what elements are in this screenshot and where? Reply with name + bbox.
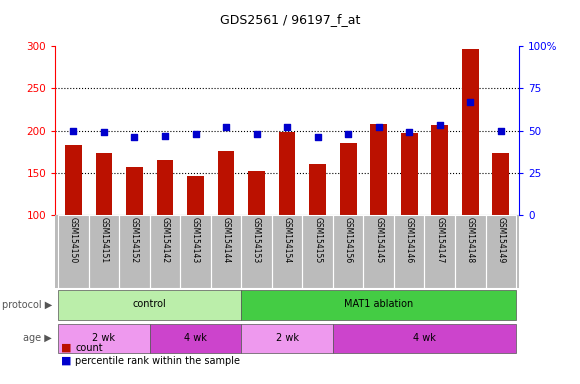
Text: GSM154150: GSM154150 [69, 217, 78, 263]
Bar [96, 153, 113, 215]
Point [466, 99, 475, 105]
Text: GSM154144: GSM154144 [222, 217, 230, 263]
Point [313, 134, 322, 141]
Bar [279, 132, 295, 215]
Point [222, 124, 231, 130]
Text: GSM154155: GSM154155 [313, 217, 322, 263]
Bar [370, 124, 387, 215]
Bar [58, 290, 241, 320]
Text: protocol ▶: protocol ▶ [2, 300, 52, 310]
Bar [218, 151, 234, 215]
Text: GDS2561 / 96197_f_at: GDS2561 / 96197_f_at [220, 13, 360, 26]
Text: control: control [133, 300, 166, 310]
Text: GSM154148: GSM154148 [466, 217, 475, 263]
Text: GSM154147: GSM154147 [435, 217, 444, 263]
Point [69, 127, 78, 134]
Text: MAT1 ablation: MAT1 ablation [344, 300, 414, 310]
Text: count: count [75, 343, 103, 353]
Text: age ▶: age ▶ [23, 333, 52, 344]
Bar [340, 143, 357, 215]
Bar [492, 153, 509, 215]
Bar [333, 324, 516, 353]
Bar [58, 324, 150, 353]
Bar [432, 125, 448, 215]
Bar [126, 167, 143, 215]
Text: GSM154143: GSM154143 [191, 217, 200, 263]
Text: GSM154152: GSM154152 [130, 217, 139, 263]
Bar [241, 324, 333, 353]
Point [99, 129, 108, 135]
Text: GSM154149: GSM154149 [496, 217, 505, 263]
Text: ■: ■ [61, 356, 71, 366]
Bar [65, 145, 82, 215]
Point [374, 124, 383, 130]
Text: GSM154154: GSM154154 [282, 217, 292, 263]
Text: GSM154156: GSM154156 [344, 217, 353, 263]
Point [252, 131, 261, 137]
Point [496, 127, 505, 134]
Point [191, 131, 200, 137]
Bar [309, 164, 326, 215]
Bar [187, 176, 204, 215]
Text: GSM154146: GSM154146 [405, 217, 414, 263]
Text: ■: ■ [61, 343, 71, 353]
Bar [401, 133, 418, 215]
Bar [248, 171, 265, 215]
Text: GSM154142: GSM154142 [161, 217, 169, 263]
Text: 4 wk: 4 wk [413, 333, 436, 343]
Point [282, 124, 292, 130]
Bar [150, 324, 241, 353]
Text: percentile rank within the sample: percentile rank within the sample [75, 356, 240, 366]
Text: GSM154151: GSM154151 [99, 217, 108, 263]
Point [160, 132, 169, 139]
Text: GSM154153: GSM154153 [252, 217, 261, 263]
Point [343, 131, 353, 137]
Text: 2 wk: 2 wk [276, 333, 299, 343]
Bar [241, 290, 516, 320]
Point [405, 129, 414, 135]
Text: 4 wk: 4 wk [184, 333, 207, 343]
Point [130, 134, 139, 141]
Point [435, 122, 444, 129]
Text: 2 wk: 2 wk [92, 333, 115, 343]
Text: GSM154145: GSM154145 [374, 217, 383, 263]
Bar [462, 49, 478, 215]
Bar [157, 160, 173, 215]
